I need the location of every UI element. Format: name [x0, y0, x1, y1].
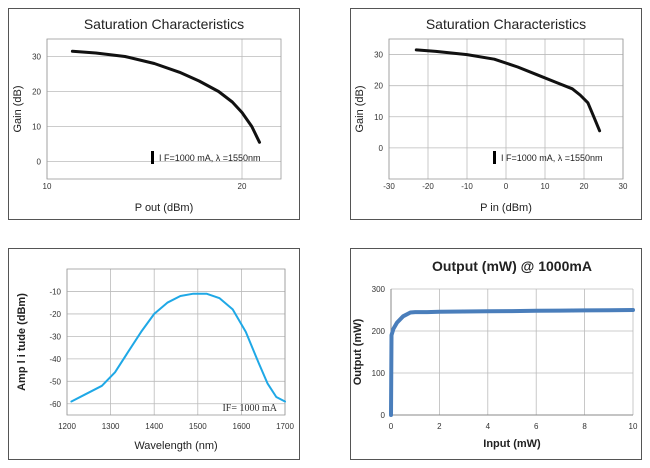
plot-area-frame — [388, 38, 624, 180]
data-series-line — [414, 48, 602, 133]
x-tick-label: 10 — [541, 182, 550, 191]
chart-title: Saturation Characteristics — [426, 16, 586, 32]
y-tick-label: -20 — [49, 310, 61, 319]
y-tick-label: 200 — [372, 327, 386, 336]
y-tick-label: 10 — [374, 113, 383, 122]
plot-area-frame — [66, 268, 286, 416]
y-axis-label: Gain (dB) — [354, 85, 366, 132]
annotation-marker — [493, 151, 496, 164]
chart-panel-output-power: Output (mW) @ 1000mA 0 2 4 6 8 10 0 100 200 300 Inp… — [350, 248, 642, 460]
chart-saturation-pin: Saturation Characteristics -30 -20 -10 0 10 20… — [354, 16, 628, 214]
x-tick-label: 10 — [629, 422, 638, 431]
data-series-line — [70, 49, 261, 144]
x-tick-label: 30 — [619, 182, 628, 191]
chart-title: Output (mW) @ 1000mA — [432, 258, 592, 274]
y-tick-label: 30 — [374, 51, 383, 60]
x-tick-label: 0 — [504, 182, 509, 191]
y-tick-label: 30 — [32, 53, 41, 62]
y-tick-label: 0 — [37, 158, 42, 167]
x-axis-label: Wavelength (nm) — [134, 440, 217, 452]
y-axis-label: Output (mW) — [352, 318, 364, 385]
chart-saturation-pout: Saturation Characteristics 10 20 0 10 20 30 P o… — [12, 16, 282, 214]
y-tick-label: 100 — [372, 369, 386, 378]
chart-panel-saturation-pin: Saturation Characteristics -30 -20 -10 0 10 20… — [350, 8, 642, 220]
y-tick-label: 20 — [374, 82, 383, 91]
x-axis-label: P out (dBm) — [135, 202, 194, 214]
data-series-line — [70, 292, 286, 403]
x-tick-label: 1500 — [189, 422, 207, 431]
x-tick-label: 2 — [437, 422, 442, 431]
chart-panel-spectrum: 1200 1300 1400 1500 1600 1700 -10 -20 -30 -40 -50 -… — [8, 248, 300, 460]
y-tick-label: -40 — [49, 355, 61, 364]
y-tick-label: 0 — [379, 144, 384, 153]
x-tick-label: 1200 — [58, 422, 76, 431]
x-axis-label: P in (dBm) — [480, 202, 532, 214]
x-tick-label: -20 — [422, 182, 434, 191]
chart-title: Saturation Characteristics — [84, 16, 244, 32]
x-tick-label: 20 — [580, 182, 589, 191]
x-tick-label: 8 — [582, 422, 587, 431]
x-tick-label: 10 — [43, 182, 52, 191]
annotation-marker — [151, 151, 154, 164]
y-tick-label: 10 — [32, 123, 41, 132]
x-tick-label: 1700 — [276, 422, 294, 431]
y-axis-label: Gain (dB) — [12, 85, 24, 132]
x-tick-label: 1400 — [145, 422, 163, 431]
x-tick-label: 6 — [534, 422, 539, 431]
plot-area-frame — [46, 38, 282, 180]
annotation-text: I F=1000 mA, λ =1550nm — [501, 153, 603, 163]
y-tick-label: 20 — [32, 88, 41, 97]
y-tick-label: -60 — [49, 400, 61, 409]
data-series-line — [389, 308, 635, 417]
x-axis-label: Input (mW) — [483, 438, 541, 450]
y-tick-label: -50 — [49, 377, 61, 386]
annotation-text: IF= 1000 mA — [222, 403, 277, 414]
x-tick-label: 1300 — [102, 422, 120, 431]
x-tick-label: 1600 — [233, 422, 251, 431]
y-axis-label: Amp l i tude (dBm) — [16, 293, 28, 391]
y-tick-label: 0 — [381, 411, 386, 420]
y-tick-label: -30 — [49, 332, 61, 341]
y-tick-label: -10 — [49, 287, 61, 296]
x-tick-label: -10 — [461, 182, 473, 191]
x-tick-label: 20 — [238, 182, 247, 191]
y-tick-label: 300 — [372, 285, 386, 294]
chart-panel-saturation-pout: Saturation Characteristics 10 20 0 10 20 30 P o… — [8, 8, 300, 220]
chart-spectrum: 1200 1300 1400 1500 1600 1700 -10 -20 -30 -40 -50 -… — [16, 268, 294, 452]
x-tick-label: -30 — [383, 182, 395, 191]
annotation-text: I F=1000 mA, λ =1550nm — [159, 153, 261, 163]
x-tick-label: 0 — [389, 422, 394, 431]
x-tick-label: 4 — [486, 422, 491, 431]
